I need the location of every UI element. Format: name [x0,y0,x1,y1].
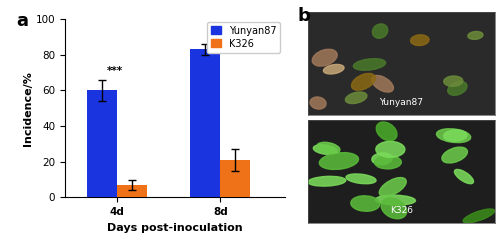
Ellipse shape [346,174,376,184]
Ellipse shape [324,64,344,74]
Ellipse shape [442,147,468,163]
Text: K326: K326 [390,206,413,215]
Ellipse shape [444,130,467,141]
Bar [220,160,250,197]
Ellipse shape [468,31,483,39]
Legend: Yunyan87, K326: Yunyan87, K326 [207,22,280,53]
Text: a: a [16,12,28,30]
Text: ***: *** [107,66,123,76]
Bar [190,49,220,197]
Ellipse shape [410,35,429,46]
Bar [86,90,117,197]
Ellipse shape [436,129,470,143]
Ellipse shape [352,73,376,90]
Ellipse shape [312,49,337,66]
Ellipse shape [454,169,473,184]
Ellipse shape [346,92,367,104]
Ellipse shape [444,76,463,86]
Ellipse shape [351,196,380,211]
Ellipse shape [448,81,467,95]
Ellipse shape [372,153,392,165]
Ellipse shape [354,59,386,70]
Text: Yunyan87: Yunyan87 [380,98,423,107]
Ellipse shape [463,209,494,223]
Ellipse shape [320,153,358,169]
Ellipse shape [317,142,340,153]
Ellipse shape [376,122,397,141]
Ellipse shape [376,195,416,205]
Text: ****: **** [208,31,230,41]
Y-axis label: Incidence/%: Incidence/% [23,71,33,145]
Ellipse shape [310,97,326,109]
Ellipse shape [380,177,406,197]
Ellipse shape [376,141,405,157]
Ellipse shape [381,198,406,219]
Ellipse shape [374,156,402,169]
X-axis label: Days post-inoculation: Days post-inoculation [107,223,243,233]
Bar [117,185,147,197]
Text: b: b [298,7,310,25]
Ellipse shape [308,176,346,186]
Ellipse shape [314,145,336,154]
Ellipse shape [372,75,394,92]
Ellipse shape [372,24,388,38]
